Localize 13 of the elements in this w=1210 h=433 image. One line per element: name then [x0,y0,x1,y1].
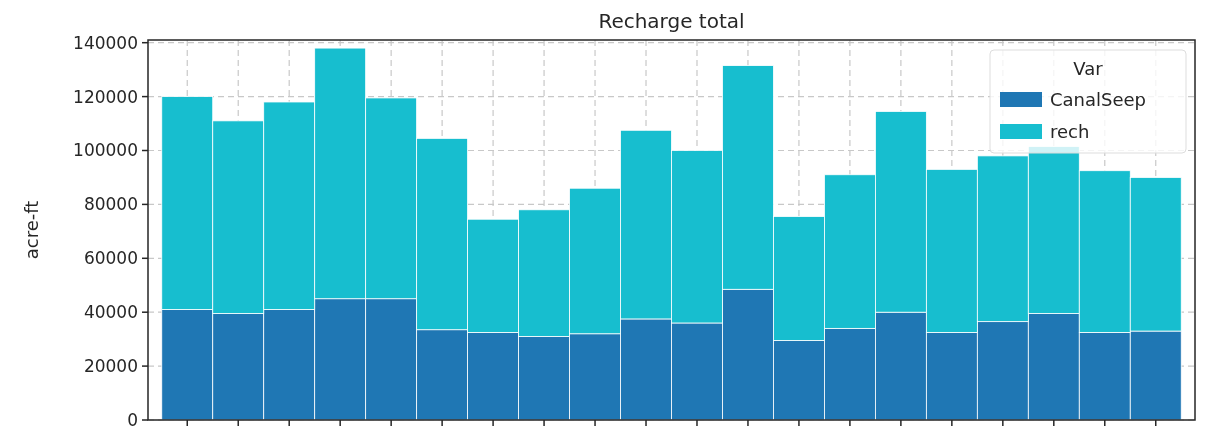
chart-title: Recharge total [598,9,745,33]
y-tick-label: 120000 [73,86,138,107]
y-tick-label: 40000 [83,302,138,323]
y-tick-label: 0 [127,409,138,430]
series-label: rech [1050,121,1090,143]
legend-title: Var [1073,58,1104,79]
y-axis-title: acre-ft [21,200,42,260]
y-tick-label: 60000 [83,248,138,269]
y-tick-label: 100000 [73,140,138,161]
legend-label: CanalSeep [1050,89,1147,111]
y-tick-label: 140000 [73,32,138,53]
y-tick-label: 20000 [83,356,138,377]
y-tick-label: 80000 [83,194,138,215]
